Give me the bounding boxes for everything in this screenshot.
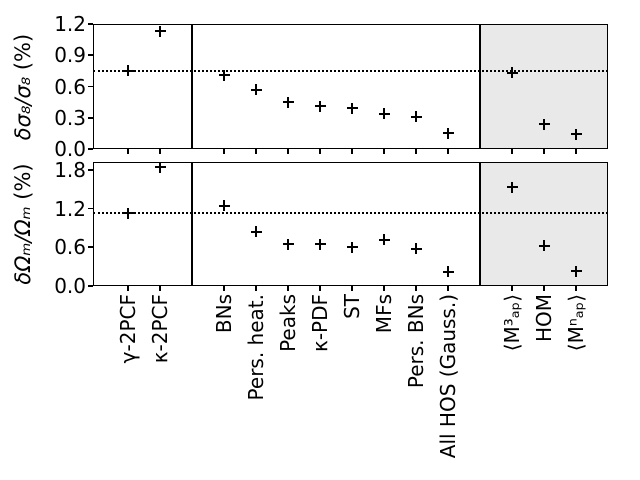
y-tick [88, 23, 93, 25]
y-tick-label: 0.9 [54, 43, 86, 68]
group-divider [190, 162, 194, 286]
x-category-label: κ-PDF [308, 294, 333, 352]
y-tick [88, 85, 93, 88]
data-point [410, 111, 422, 123]
data-point [538, 240, 550, 252]
x-tick [575, 286, 577, 291]
sigma8-panel [93, 24, 608, 149]
data-point [378, 234, 390, 245]
x-tick [383, 286, 385, 291]
y-tick [88, 285, 93, 287]
x-category-label: ⟨Mⁿₐₚ⟩ [564, 294, 588, 352]
x-tick [127, 149, 129, 154]
y-tick [88, 246, 93, 249]
x-tick [575, 149, 577, 154]
data-point [122, 207, 134, 219]
x-tick [159, 149, 161, 154]
y-tick [88, 148, 93, 150]
x-category-label: Pers. BNs [404, 294, 429, 389]
y-tick-label: 0.6 [54, 74, 86, 99]
y-axis-label-omega-m: δΩₘ/Ωₘ (%) [10, 163, 37, 284]
data-point [538, 118, 550, 130]
x-tick [255, 149, 257, 154]
data-point [218, 69, 230, 81]
x-tick [159, 286, 161, 291]
data-point [218, 200, 230, 212]
data-point [346, 241, 358, 253]
y-tick-label: 1.8 [54, 157, 86, 182]
x-category-label: MFs [372, 294, 397, 334]
data-point [378, 108, 390, 120]
data-point [346, 102, 358, 114]
x-tick [255, 286, 257, 291]
y-tick [88, 116, 93, 119]
x-tick [287, 149, 289, 154]
data-point [410, 243, 422, 255]
shaded-region [480, 163, 607, 285]
x-tick [543, 149, 545, 154]
x-category-label: All HOS (Gauss.) [436, 294, 461, 459]
data-point [570, 128, 582, 140]
data-point [282, 96, 294, 108]
x-category-label: ⟨M³ₐₚ⟩ [500, 294, 525, 352]
x-category-label: γ-2PCF [116, 294, 141, 364]
x-tick [287, 286, 289, 291]
data-point [506, 67, 518, 79]
y-tick-label: 0.6 [54, 235, 86, 260]
y-tick-label: 0.0 [54, 137, 86, 161]
data-point [250, 226, 262, 238]
x-tick [127, 286, 129, 291]
x-tick [415, 286, 417, 291]
data-point [122, 65, 134, 77]
x-tick [511, 286, 513, 291]
data-point [314, 100, 326, 112]
x-tick [543, 286, 545, 291]
x-category-label: BNs [212, 294, 237, 334]
x-tick [383, 149, 385, 154]
data-point [154, 161, 166, 173]
x-category-label: ST [340, 294, 365, 319]
x-category-label: κ-2PCF [148, 294, 173, 364]
reference-dotted-line [93, 212, 608, 215]
data-point [506, 181, 518, 193]
y-tick [88, 207, 93, 210]
data-point [442, 127, 454, 139]
data-point [250, 84, 262, 96]
group-divider [478, 24, 482, 149]
x-tick [319, 149, 321, 154]
y-tick [88, 168, 93, 171]
x-category-label: Peaks [276, 294, 301, 352]
data-point [442, 266, 454, 278]
x-tick [319, 286, 321, 291]
reference-dotted-line [93, 69, 608, 72]
data-point [570, 265, 582, 277]
x-tick [447, 149, 449, 154]
data-point [314, 238, 326, 250]
group-divider [478, 162, 482, 286]
y-tick-label: 0.3 [54, 105, 86, 130]
data-point [154, 25, 166, 37]
omega-m-panel [93, 162, 608, 286]
y-tick-label: 0.0 [54, 274, 86, 298]
x-tick [447, 286, 449, 291]
x-tick [511, 149, 513, 154]
x-tick [351, 149, 353, 154]
y-tick [88, 54, 93, 57]
x-tick [223, 149, 225, 154]
data-point [282, 238, 294, 250]
y-tick-label: 1.2 [54, 196, 86, 221]
x-category-label: HOM [532, 294, 557, 343]
y-tick-label: 1.2 [54, 12, 86, 36]
x-tick [415, 149, 417, 154]
x-category-label: Pers. heat. [244, 294, 269, 401]
x-tick [223, 286, 225, 291]
x-tick [351, 286, 353, 291]
group-divider [190, 24, 194, 149]
